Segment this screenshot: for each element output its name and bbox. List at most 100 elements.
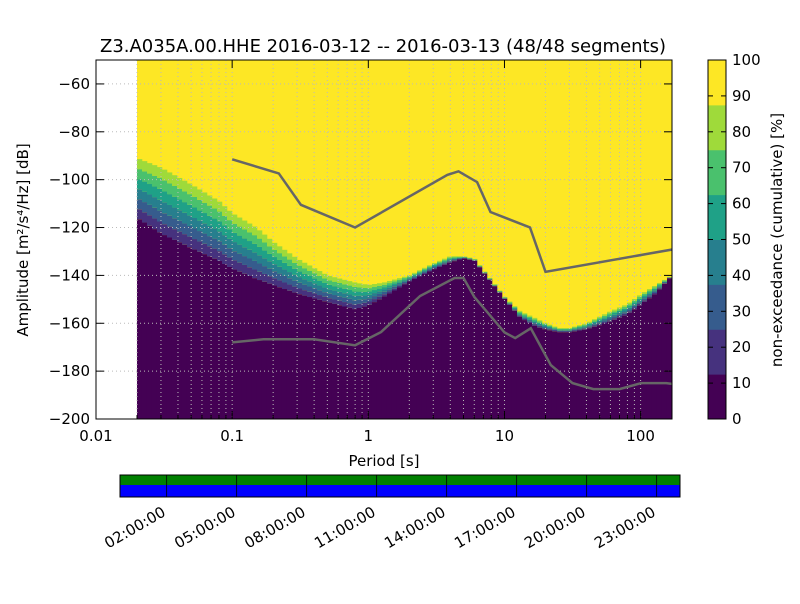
heatmap-cell [402,283,407,284]
y-tick-label: −120 [49,219,90,237]
heatmap-cell [237,227,242,236]
heatmap-cell [602,314,607,316]
heatmap-cell [362,284,367,288]
heatmap-cell [282,282,287,289]
heatmap-cell [537,323,542,324]
heatmap-cell [332,295,337,299]
heatmap-cell [312,283,317,288]
heatmap-cell [252,261,257,270]
heatmap-cell [522,316,527,317]
heatmap-cell [637,295,642,297]
heatmap-cell [442,263,447,264]
heatmap-cell [262,258,267,266]
heatmap-cell [542,327,547,328]
heatmap-cell [412,273,417,274]
heatmap-cell [182,191,187,202]
heatmap-cell [612,310,617,312]
heatmap-cell [167,216,172,227]
heatmap-cell [562,329,567,330]
heatmap-cell [347,303,352,307]
heatmap-cell [387,283,392,285]
heatmap-cell [652,286,657,287]
heatmap-cell [542,328,547,329]
heatmap-cell [662,283,667,284]
colorbar-segment [708,329,726,374]
heatmap-cell [232,251,237,260]
heatmap-cell [357,283,362,287]
heatmap-cell [187,226,192,237]
heatmap-cell [147,205,152,215]
heatmap-cell [232,270,237,419]
heatmap-cell [387,291,392,293]
heatmap-cell [292,281,297,287]
heatmap-cell [192,197,197,208]
heatmap-cell [147,184,152,194]
heatmap-cell [187,205,192,216]
heatmap-cell [307,281,312,286]
heatmap-cell [267,269,272,276]
heatmap-cell [367,285,372,288]
heatmap-cell [382,297,387,419]
heatmap-cell [252,252,257,261]
heatmap-cell [322,292,327,297]
heatmap-cell [522,319,527,320]
heatmap-cell [302,290,307,295]
heatmap-cell [577,327,582,328]
heatmap-cell [407,277,412,278]
heatmap-cell [587,324,592,325]
heatmap-cell [552,327,557,328]
heatmap-cell [182,245,187,419]
heatmap-cell [237,263,242,272]
heatmap-cell [662,281,667,282]
heatmap-cell [237,236,242,245]
heatmap-cell [137,159,142,169]
heatmap-cell [527,317,532,318]
heatmap-cell [567,330,572,331]
heatmap-cell [592,321,597,322]
heatmap-cell [342,284,347,288]
heatmap-cell [602,317,607,319]
heatmap-cell [257,272,262,280]
heatmap-cell [397,284,402,286]
heatmap-cell [567,332,572,419]
heatmap-cell [157,178,162,189]
heatmap-cell [302,285,307,290]
heatmap-cell [622,307,627,309]
heatmap-cell [442,264,447,265]
heatmap-cell [637,297,642,299]
heatmap-cell [172,229,177,240]
heatmap-cell [427,265,432,266]
heatmap-cell [247,259,252,268]
heatmap-cell [217,221,222,231]
heatmap-cell [152,186,157,197]
heatmap-cell [417,270,422,271]
heatmap-cell [412,277,417,278]
heatmap-cell [342,280,347,284]
heatmap-cell [247,276,252,419]
heatmap-cell [622,314,627,316]
heatmap-cell [207,206,212,216]
x-tick-label: 1 [364,427,374,445]
heatmap-cell [532,321,537,322]
heatmap-cell [312,278,317,283]
heatmap-cell [557,329,562,330]
heatmap-cell [297,283,302,289]
heatmap-cell [577,330,582,331]
heatmap-cell [317,300,322,419]
heatmap-cell [332,304,337,419]
heatmap-cell [167,183,172,194]
heatmap-cell [452,257,457,258]
heatmap-cell [372,284,377,287]
heatmap-cell [392,285,397,287]
heatmap-cell [187,237,192,248]
heatmap-cell [507,302,512,303]
heatmap-cell [652,292,657,293]
heatmap-cell [447,262,452,263]
heatmap-cell [197,221,202,231]
heatmap-cell [532,318,537,319]
heatmap-cell [182,213,187,224]
heatmap-cell [437,264,442,265]
heatmap-cell [577,326,582,327]
heatmap-cell [447,261,452,262]
heatmap-cell [357,300,362,304]
